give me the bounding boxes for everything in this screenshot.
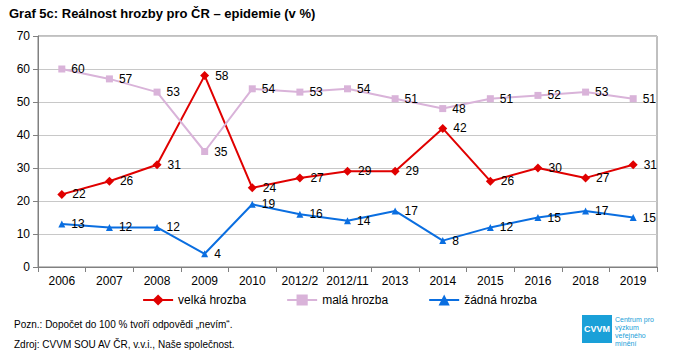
svg-text:velká hrozba: velká hrozba: [178, 293, 246, 307]
svg-text:58: 58: [215, 69, 229, 83]
svg-text:17: 17: [405, 204, 419, 218]
svg-text:2012/2: 2012/2: [282, 274, 319, 288]
svg-text:30: 30: [17, 161, 31, 175]
svg-text:2015: 2015: [477, 274, 504, 288]
svg-text:2019: 2019: [620, 274, 647, 288]
svg-text:27: 27: [310, 171, 324, 185]
svg-text:Pozn.: Dopočet do 100 % tvoří: Pozn.: Dopočet do 100 % tvoří odpovědi „…: [14, 319, 232, 330]
svg-text:13: 13: [71, 217, 85, 231]
svg-text:17: 17: [595, 204, 609, 218]
svg-text:51: 51: [405, 92, 419, 106]
svg-text:0: 0: [23, 260, 30, 274]
svg-text:53: 53: [167, 85, 181, 99]
svg-text:2018: 2018: [572, 274, 599, 288]
svg-text:42: 42: [453, 121, 467, 135]
svg-text:54: 54: [262, 82, 276, 96]
svg-text:70: 70: [17, 29, 31, 43]
svg-text:16: 16: [309, 207, 323, 221]
svg-text:veřejného: veřejného: [615, 332, 648, 340]
svg-text:24: 24: [263, 181, 277, 195]
svg-text:31: 31: [644, 158, 658, 172]
svg-text:60: 60: [17, 62, 31, 76]
svg-text:53: 53: [595, 85, 609, 99]
svg-text:2014: 2014: [429, 274, 456, 288]
svg-text:52: 52: [547, 88, 561, 102]
svg-text:26: 26: [501, 174, 515, 188]
svg-text:8: 8: [452, 234, 459, 248]
svg-text:20: 20: [17, 194, 31, 208]
svg-text:51: 51: [500, 92, 514, 106]
svg-text:27: 27: [596, 171, 610, 185]
svg-text:35: 35: [214, 145, 228, 159]
svg-text:15: 15: [643, 211, 657, 225]
svg-text:10: 10: [17, 227, 31, 241]
svg-text:mínění: mínění: [615, 340, 636, 347]
svg-text:Centrum pro: Centrum pro: [615, 316, 656, 324]
svg-text:31: 31: [168, 158, 182, 172]
svg-text:12: 12: [119, 220, 133, 234]
svg-text:malá hrozba: malá hrozba: [322, 293, 388, 307]
svg-text:29: 29: [406, 164, 420, 178]
svg-text:48: 48: [452, 102, 466, 116]
svg-text:30: 30: [548, 161, 562, 175]
svg-text:2013: 2013: [382, 274, 409, 288]
svg-text:53: 53: [309, 85, 323, 99]
svg-text:51: 51: [643, 92, 657, 106]
svg-text:2007: 2007: [96, 274, 123, 288]
svg-text:50: 50: [17, 95, 31, 109]
svg-text:12: 12: [167, 220, 181, 234]
svg-text:60: 60: [71, 62, 85, 76]
svg-text:29: 29: [358, 164, 372, 178]
svg-text:14: 14: [357, 214, 371, 228]
svg-text:40: 40: [17, 128, 31, 142]
svg-text:CVVM: CVVM: [584, 324, 610, 334]
svg-text:19: 19: [262, 197, 276, 211]
svg-text:26: 26: [120, 174, 134, 188]
svg-text:2008: 2008: [144, 274, 171, 288]
svg-text:Graf 5c: Reálnost hrozby pro Č: Graf 5c: Reálnost hrozby pro ČR – epidem…: [9, 6, 315, 21]
svg-text:2006: 2006: [48, 274, 75, 288]
svg-text:2010: 2010: [239, 274, 266, 288]
svg-text:15: 15: [547, 211, 561, 225]
svg-text:4: 4: [214, 247, 221, 261]
svg-text:2009: 2009: [191, 274, 218, 288]
svg-text:54: 54: [357, 82, 371, 96]
svg-text:22: 22: [72, 187, 86, 201]
svg-text:2012/11: 2012/11: [326, 274, 369, 288]
svg-text:žádná hrozba: žádná hrozba: [464, 293, 537, 307]
svg-text:2016: 2016: [525, 274, 552, 288]
svg-text:výzkum: výzkum: [615, 324, 641, 332]
svg-text:12: 12: [500, 220, 514, 234]
svg-text:57: 57: [119, 72, 133, 86]
svg-text:Zdroj: CVVM SOU AV ČR, v.v.i.,: Zdroj: CVVM SOU AV ČR, v.v.i., Naše spol…: [14, 338, 235, 350]
